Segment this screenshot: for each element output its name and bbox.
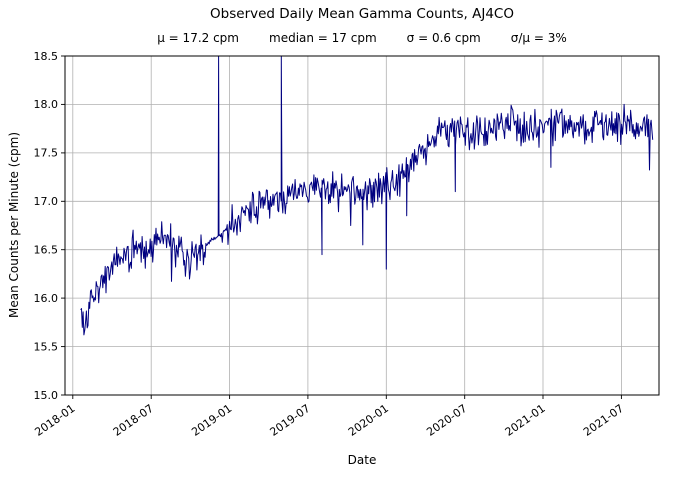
stat-mu: μ = 17.2 cpm: [157, 31, 239, 45]
x-tick-label: 2020-01: [346, 402, 391, 439]
stat-sigma-over-mu: σ/μ = 3%: [510, 31, 567, 45]
x-axis-label: Date: [347, 453, 377, 467]
y-tick-label: 18.0: [34, 98, 59, 111]
y-tick-label: 17.5: [34, 147, 59, 160]
y-tick-label: 17.0: [34, 195, 59, 208]
x-tick-label: 2021-07: [581, 402, 626, 439]
stat-median: median = 17 cpm: [269, 31, 377, 45]
plot-border: [64, 55, 660, 396]
x-tick-label: 2019-01: [189, 402, 234, 439]
y-tick-label: 16.0: [34, 292, 59, 305]
grid-lines: [65, 55, 659, 396]
axis-ticks: 15.0 15.5 16.0 16.5 17.0 17.5 18.0 18.5 2018-01 2…: [32, 50, 626, 439]
y-tick-label: 15.5: [34, 340, 59, 353]
x-tick-label: 2018-07: [111, 402, 156, 439]
x-tick-label: 2021-01: [503, 402, 548, 439]
x-tick-label: 2018-01: [32, 402, 77, 439]
chart-title: Observed Daily Mean Gamma Counts, AJ4CO: [210, 6, 514, 22]
x-tick-label: 2019-07: [268, 402, 313, 439]
y-tick-label: 16.5: [34, 244, 59, 257]
x-tick-label: 2020-07: [424, 402, 469, 439]
stats-row: μ = 17.2 cpm median = 17 cpm σ = 0.6 cpm…: [157, 31, 567, 45]
y-tick-label: 18.5: [34, 50, 59, 63]
y-tick-label: 15.0: [34, 389, 59, 402]
stat-sigma: σ = 0.6 cpm: [406, 31, 481, 45]
data-series-line: [80, 55, 654, 336]
